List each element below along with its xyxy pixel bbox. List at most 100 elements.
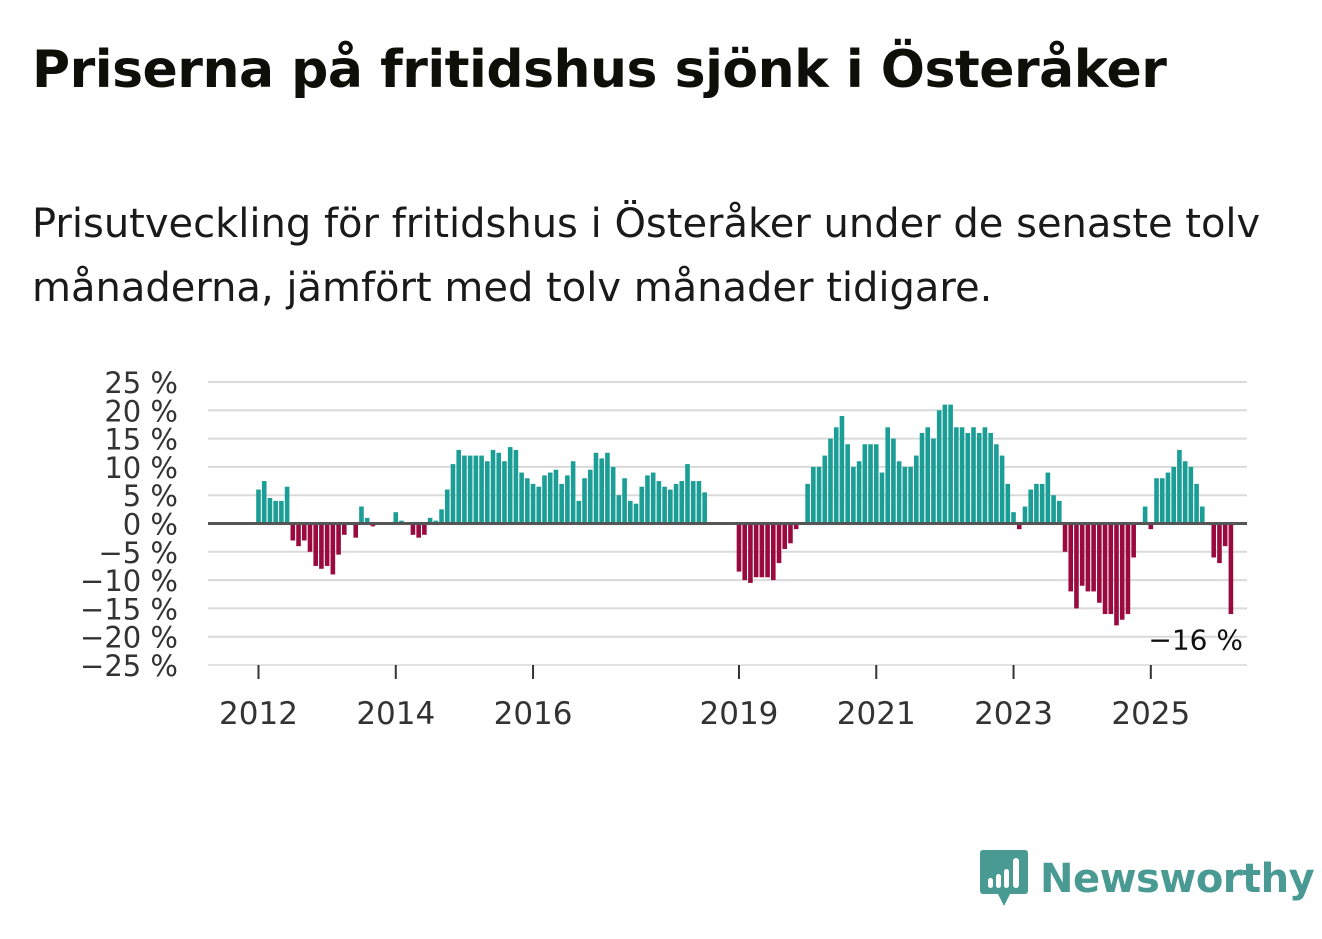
bar	[931, 438, 936, 524]
bar	[507, 447, 513, 524]
y-tick-label: 10 %	[104, 451, 178, 485]
bar	[971, 427, 976, 524]
bar	[364, 517, 370, 524]
bar	[261, 481, 267, 524]
grid-lines	[208, 381, 1247, 666]
x-tick-label: 2023	[974, 696, 1053, 732]
bar	[1131, 523, 1136, 558]
bar	[313, 523, 318, 566]
bar	[490, 449, 496, 524]
bar	[662, 486, 667, 524]
y-tick-label: −10 %	[80, 564, 178, 598]
bar	[450, 464, 456, 524]
bar	[467, 455, 473, 524]
bar	[1039, 483, 1045, 524]
bar	[1171, 466, 1176, 524]
bar	[530, 483, 536, 524]
bar	[919, 432, 925, 524]
bar	[868, 444, 873, 524]
bar	[1114, 523, 1119, 626]
bar	[1034, 483, 1039, 524]
bar	[1154, 478, 1159, 524]
bar	[279, 500, 284, 524]
bar	[301, 523, 307, 541]
bar	[965, 432, 971, 524]
bar	[336, 523, 341, 555]
bar	[359, 506, 364, 524]
bar	[1102, 523, 1108, 615]
bar	[765, 523, 770, 578]
bar	[902, 466, 908, 524]
bar	[610, 466, 616, 524]
bar	[994, 444, 999, 524]
bar	[1079, 523, 1085, 586]
bar	[565, 475, 570, 524]
bar	[502, 461, 507, 524]
bar	[999, 455, 1005, 524]
bar	[1148, 523, 1154, 530]
bar	[1051, 495, 1056, 524]
bar	[805, 483, 810, 524]
bar	[622, 478, 627, 524]
bar	[1097, 523, 1102, 603]
bar	[462, 455, 467, 524]
y-tick-label: 20 %	[104, 394, 178, 428]
bar	[650, 472, 656, 524]
bar	[1165, 472, 1171, 524]
bar	[1022, 506, 1028, 524]
bar	[1188, 466, 1194, 524]
bar	[1108, 523, 1114, 615]
bar	[948, 404, 953, 524]
bar	[885, 427, 890, 524]
bar	[496, 452, 502, 524]
bar	[479, 455, 484, 524]
bar	[525, 478, 530, 524]
bar	[1045, 472, 1051, 524]
bar	[456, 449, 461, 524]
bar	[633, 503, 639, 524]
bar	[816, 466, 822, 524]
y-tick-label: 25 %	[104, 366, 178, 400]
bar	[1085, 523, 1091, 592]
bar	[1057, 500, 1062, 524]
bar	[1217, 523, 1222, 564]
bar	[753, 523, 759, 578]
bar	[542, 475, 547, 524]
bar	[851, 466, 856, 524]
bar	[353, 523, 359, 538]
bar	[668, 489, 673, 524]
y-tick-label: −5 %	[98, 536, 178, 570]
bar	[422, 523, 427, 535]
bar	[1091, 523, 1096, 592]
bar	[702, 492, 707, 524]
bar	[593, 452, 599, 524]
bar	[547, 472, 553, 524]
bar	[1228, 523, 1234, 615]
bar	[954, 427, 959, 524]
x-tick-label: 2012	[219, 696, 298, 732]
bar	[296, 523, 301, 547]
last-value-label: −16 %	[1148, 624, 1243, 657]
bar	[936, 410, 942, 524]
bar	[736, 523, 742, 572]
bar	[828, 438, 833, 524]
bar	[914, 455, 919, 524]
bar	[822, 455, 828, 524]
bar	[788, 523, 793, 544]
newsworthy-logo-icon	[980, 850, 1028, 906]
bar	[513, 449, 519, 524]
bar-chart: 25 %20 %15 %10 %5 %0 %−5 %−10 %−15 %−20 …	[80, 366, 1247, 732]
bar	[742, 523, 747, 581]
bar	[879, 472, 885, 524]
x-axis: 2012 2014 2016 2019 2021 2023 2025	[208, 664, 1247, 732]
bar	[839, 415, 845, 524]
bar	[845, 444, 850, 524]
bar	[536, 486, 542, 524]
bar	[416, 523, 421, 538]
bar	[587, 469, 593, 524]
bar	[576, 500, 582, 524]
newsworthy-logo-text: Newsworthy	[1040, 856, 1315, 902]
bar	[1194, 483, 1199, 524]
bar	[256, 489, 261, 524]
bar	[908, 466, 913, 524]
